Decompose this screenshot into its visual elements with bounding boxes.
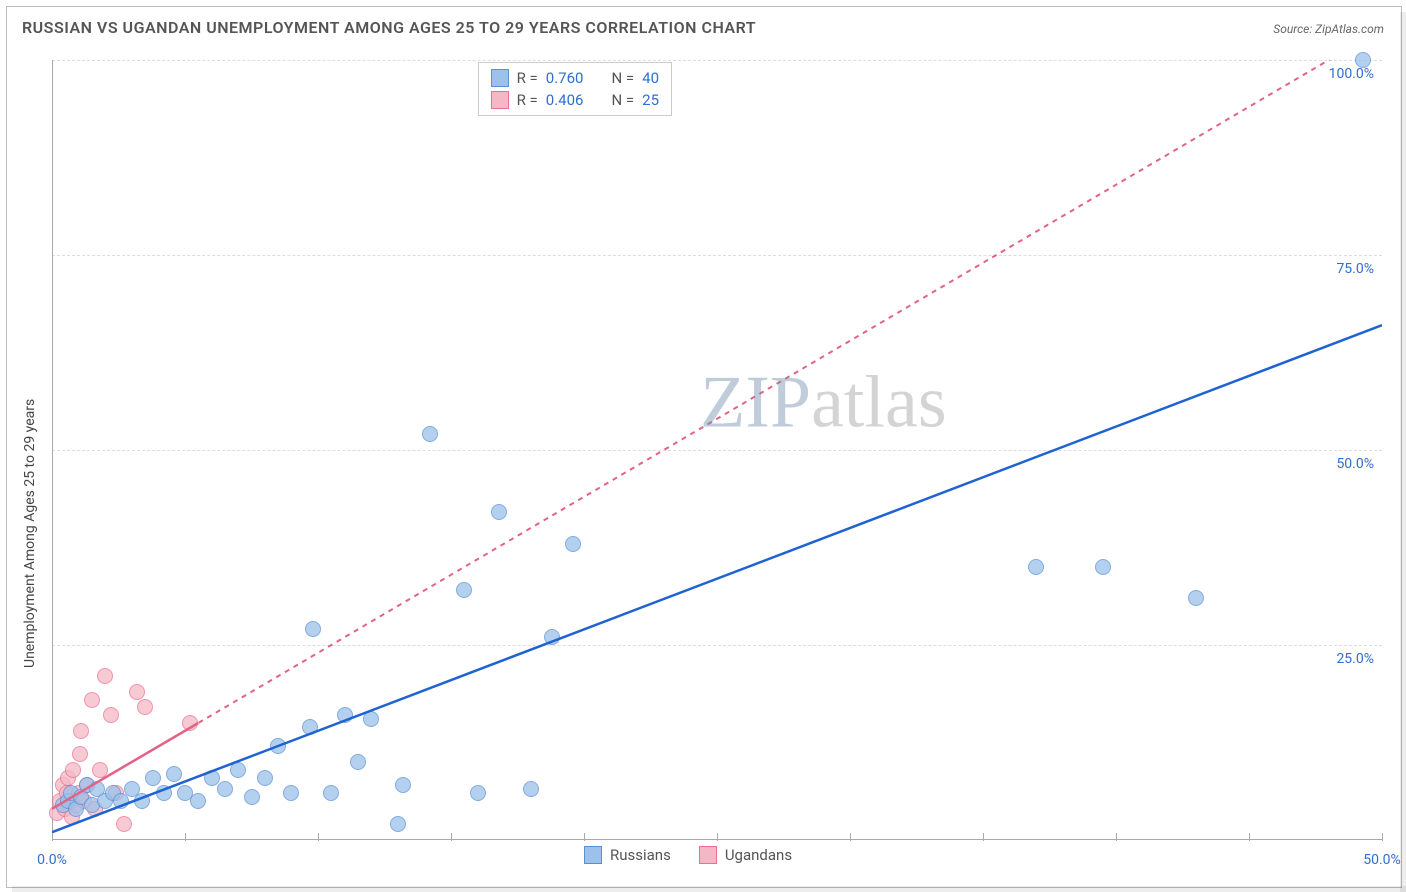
- ugandans-point: [73, 723, 89, 739]
- x-tick-label: 50.0%: [1363, 852, 1401, 868]
- russians-point: [244, 789, 260, 805]
- russians-point: [134, 793, 150, 809]
- ugandans-point: [92, 762, 108, 778]
- russians-point: [470, 785, 486, 801]
- gridline: [52, 450, 1382, 451]
- russians-point: [190, 793, 206, 809]
- ugandans-point: [129, 684, 145, 700]
- series-legend: Russians Ugandans: [584, 846, 792, 864]
- russians-point: [456, 582, 472, 598]
- russians-point: [1028, 559, 1044, 575]
- y-tick-label: 25.0%: [1336, 651, 1374, 667]
- russians-point: [1188, 590, 1204, 606]
- n-label: N =: [611, 89, 634, 111]
- russians-point: [204, 770, 220, 786]
- russians-point: [337, 707, 353, 723]
- plot-area: 25.0%50.0%75.0%100.0%0.0%50.0%: [52, 60, 1382, 840]
- r-label: R =: [517, 67, 538, 89]
- x-tick-label: 0.0%: [37, 852, 67, 868]
- r-value: 0.406: [546, 89, 584, 111]
- frame-shadow-bottom: [12, 886, 1406, 892]
- russians-point: [145, 770, 161, 786]
- r-value: 0.760: [546, 67, 584, 89]
- russians-point: [305, 621, 321, 637]
- russians-point: [544, 629, 560, 645]
- ugandans-point: [97, 668, 113, 684]
- russians-point: [156, 785, 172, 801]
- russians-point: [217, 781, 233, 797]
- ugandans-point: [65, 762, 81, 778]
- russians-point: [363, 711, 379, 727]
- legend-label: Russians: [610, 846, 671, 864]
- gridline: [52, 645, 1382, 646]
- x-axis-line: [52, 839, 1382, 840]
- legend-row-russians: R = 0.760 N = 40: [491, 67, 659, 89]
- source-attribution: Source: ZipAtlas.com: [1273, 22, 1384, 36]
- y-tick-label: 75.0%: [1336, 261, 1374, 277]
- y-tick-label: 100.0%: [1329, 66, 1374, 82]
- ugandans-point: [103, 707, 119, 723]
- y-axis-line: [52, 60, 53, 840]
- russians-swatch: [584, 846, 602, 864]
- legend-item-russians: Russians: [584, 846, 671, 864]
- russians-swatch: [491, 69, 509, 87]
- russians-point: [283, 785, 299, 801]
- ugandans-point: [182, 715, 198, 731]
- russians-point: [166, 766, 182, 782]
- russians-point: [257, 770, 273, 786]
- legend-row-ugandans: R = 0.406 N = 25: [491, 89, 659, 111]
- correlation-legend: R = 0.760 N = 40 R = 0.406 N = 25: [478, 62, 672, 116]
- russians-point: [390, 816, 406, 832]
- scatter-plot: 25.0%50.0%75.0%100.0%0.0%50.0%: [52, 60, 1382, 840]
- x-tick: [1382, 833, 1383, 841]
- russians-point: [350, 754, 366, 770]
- ugandans-swatch: [699, 846, 717, 864]
- russians-point: [302, 719, 318, 735]
- n-value: 40: [642, 67, 659, 89]
- n-label: N =: [611, 67, 634, 89]
- russians-point: [1095, 559, 1111, 575]
- y-axis-title: Unemployment Among Ages 25 to 29 years: [22, 399, 38, 668]
- russians-point: [523, 781, 539, 797]
- russians-point: [1355, 52, 1371, 68]
- y-tick-label: 50.0%: [1336, 456, 1374, 472]
- gridline: [52, 60, 1382, 61]
- russians-point: [422, 426, 438, 442]
- ugandans-point: [137, 699, 153, 715]
- ugandans-point: [116, 816, 132, 832]
- russians-point: [565, 536, 581, 552]
- ugandans-swatch: [491, 91, 509, 109]
- legend-label: Ugandans: [725, 846, 792, 864]
- ugandans-point: [72, 746, 88, 762]
- russians-point: [270, 738, 286, 754]
- frame-shadow-right: [1400, 12, 1406, 892]
- russians-point: [230, 762, 246, 778]
- chart-title: RUSSIAN VS UGANDAN UNEMPLOYMENT AMONG AG…: [22, 18, 756, 37]
- gridline: [52, 255, 1382, 256]
- r-label: R =: [517, 89, 538, 111]
- legend-item-ugandans: Ugandans: [699, 846, 792, 864]
- russians-point: [395, 777, 411, 793]
- russians-point: [491, 504, 507, 520]
- russians-point: [323, 785, 339, 801]
- n-value: 25: [642, 89, 659, 111]
- ugandans-point: [84, 692, 100, 708]
